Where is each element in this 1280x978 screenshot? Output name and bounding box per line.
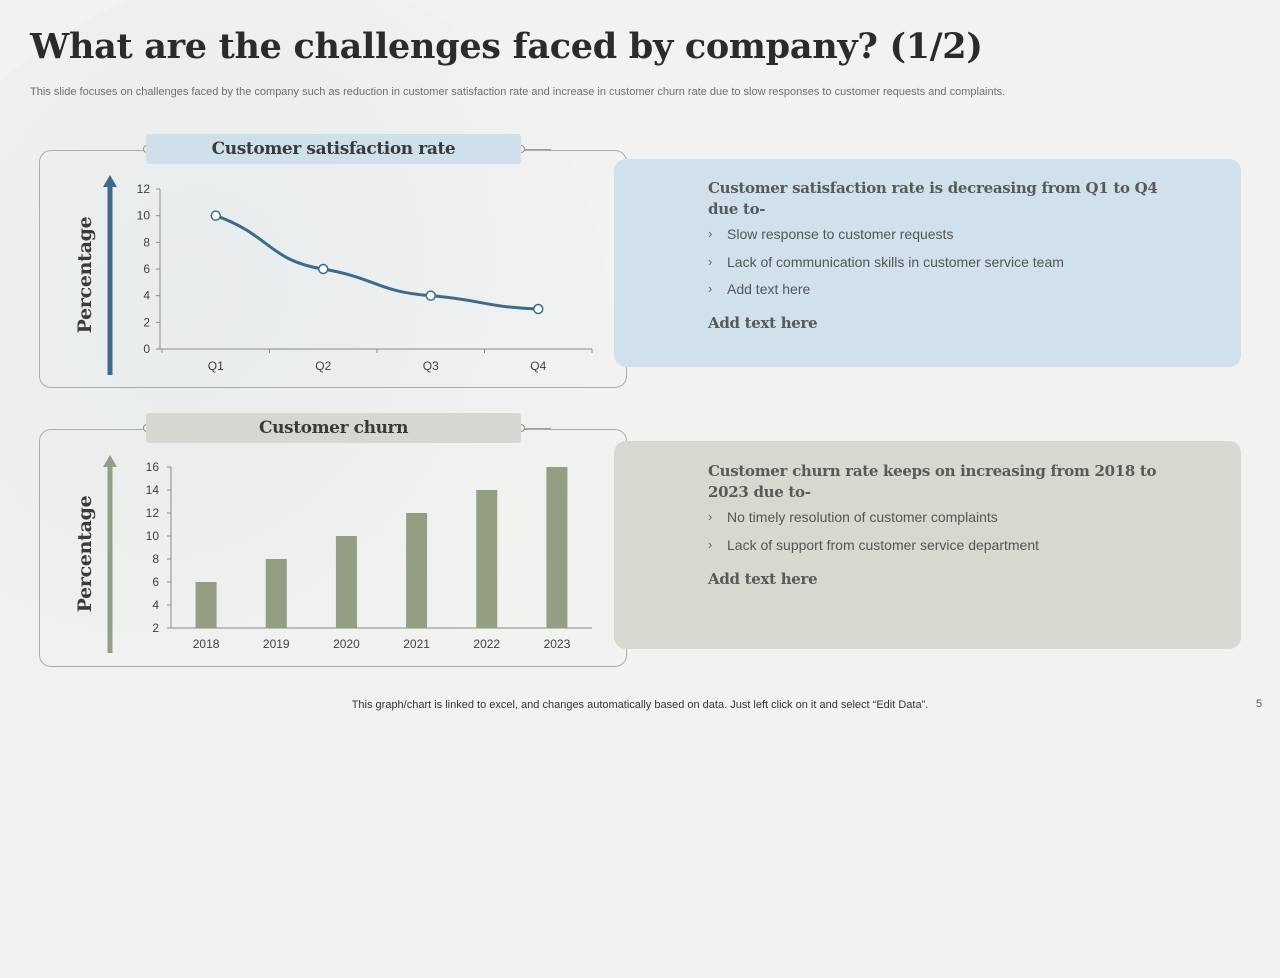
chevron-right-icon: › xyxy=(708,253,713,269)
satisfaction-chart-title: Customer satisfaction rate xyxy=(146,134,521,164)
churn-bar-chart[interactable]: 2 4 6 8 10 12 14 16 2018 2019 2020 2021 2022 2023 xyxy=(39,429,627,667)
satisfaction-bullet-list: › Slow response to customer requests › Lac… xyxy=(708,226,1161,297)
bullet-item: › Lack of support from customer service d… xyxy=(708,537,1161,553)
y-tick-label: 14 xyxy=(146,483,160,497)
bullet-item: › Add text here xyxy=(708,281,1161,297)
churn-bullet-list: › No timely resolution of customer compla… xyxy=(708,509,1161,553)
chevron-right-icon: › xyxy=(708,226,713,241)
x-tick-label: Q1 xyxy=(208,359,224,373)
bullet-text: No timely resolution of customer complai… xyxy=(727,509,998,525)
satisfaction-text-panel: Customer satisfaction rate is decreasing… xyxy=(614,159,1241,367)
y-tick-label: 6 xyxy=(143,262,150,276)
bullet-text: Slow response to customer requests xyxy=(727,226,954,242)
satisfaction-panel-heading: Customer satisfaction rate is decreasing… xyxy=(708,179,1158,218)
y-tick-label: 2 xyxy=(143,315,150,329)
x-tick-label: 2023 xyxy=(544,637,571,651)
bullet-item: › Slow response to customer requests xyxy=(708,226,1161,242)
y-tick-label: 8 xyxy=(152,552,159,566)
bar-2022 xyxy=(476,490,498,628)
x-tick-label: 2020 xyxy=(333,637,360,651)
x-tick-label: Q3 xyxy=(423,359,439,373)
bar-2018 xyxy=(195,582,217,628)
bar-2020 xyxy=(335,536,357,628)
page-title: What are the challenges faced by company… xyxy=(30,26,983,67)
y-tick-label: 12 xyxy=(146,506,160,520)
x-tick-label: Q2 xyxy=(315,359,331,373)
chevron-right-icon: › xyxy=(708,281,713,296)
x-tick-label: 2019 xyxy=(263,637,290,651)
bar-2021 xyxy=(406,513,428,628)
data-point xyxy=(533,303,544,315)
churn-add-text: Add text here xyxy=(708,569,818,588)
satisfaction-line-chart[interactable]: 0 2 4 6 8 10 12 Q1 Q2 Q3 Q4 xyxy=(39,150,627,388)
bullet-text: Add text here xyxy=(727,281,811,297)
churn-text-panel: Customer churn rate keeps on increasing … xyxy=(614,441,1241,649)
y-tick-label: 0 xyxy=(143,342,150,356)
x-tick-label: 2021 xyxy=(403,637,430,651)
y-tick-label: 4 xyxy=(152,598,159,612)
churn-chart-title: Customer churn xyxy=(146,413,521,443)
y-tick-label: 12 xyxy=(137,182,151,196)
y-tick-label: 16 xyxy=(146,460,160,474)
bar-2019 xyxy=(265,559,287,628)
bullet-text: Lack of communication skills in customer… xyxy=(727,253,1064,270)
churn-panel-heading: Customer churn rate keeps on increasing … xyxy=(708,462,1157,501)
arrow-up-icon xyxy=(103,175,117,187)
y-tick-label: 8 xyxy=(143,235,150,249)
y-tick-label: 10 xyxy=(137,209,151,223)
data-point xyxy=(318,263,329,275)
page-subtitle: This slide focuses on challenges faced b… xyxy=(30,86,1006,98)
y-tick-label: 2 xyxy=(152,621,159,635)
bar-2023 xyxy=(546,467,568,628)
bullet-item: › No timely resolution of customer compla… xyxy=(708,509,1161,525)
x-tick-label: Q4 xyxy=(530,359,546,373)
bullet-item: › Lack of communication skills in custome… xyxy=(708,254,1161,270)
x-tick-label: 2022 xyxy=(473,637,500,651)
series-line-satisfaction xyxy=(215,214,539,311)
data-point xyxy=(210,210,221,221)
satisfaction-add-text: Add text here xyxy=(708,314,818,332)
y-tick-label: 10 xyxy=(146,529,160,543)
label-connector xyxy=(521,428,551,429)
arrow-up-icon xyxy=(103,455,117,467)
page-number: 5 xyxy=(1256,698,1263,710)
label-connector xyxy=(521,149,551,150)
y-tick-label: 4 xyxy=(143,289,150,303)
x-tick-label: 2018 xyxy=(193,637,220,651)
footer-note: This graph/chart is linked to excel, and… xyxy=(351,699,929,711)
chevron-right-icon: › xyxy=(708,536,713,552)
bullet-text: Lack of support from customer service de… xyxy=(727,536,1040,553)
data-point xyxy=(425,290,436,301)
chevron-right-icon: › xyxy=(708,509,713,524)
y-tick-label: 6 xyxy=(152,575,159,589)
